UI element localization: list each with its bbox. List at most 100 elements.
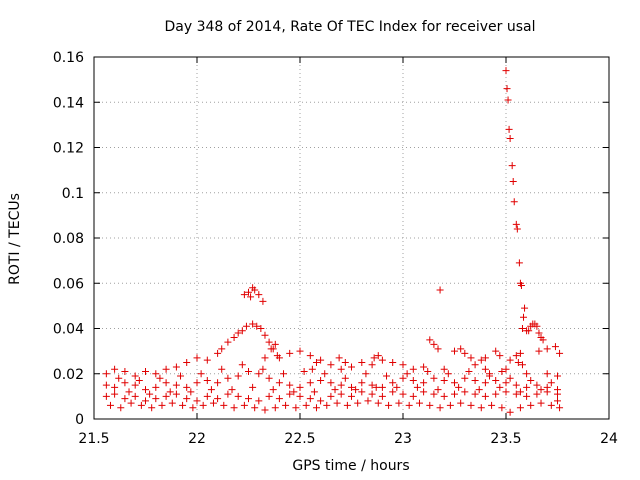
data-point bbox=[162, 365, 170, 373]
data-point bbox=[115, 374, 123, 382]
data-point bbox=[259, 365, 267, 373]
data-point bbox=[451, 390, 458, 398]
data-point bbox=[197, 370, 205, 378]
data-point bbox=[481, 354, 489, 362]
data-point bbox=[385, 401, 393, 409]
data-point bbox=[477, 404, 485, 412]
data-point bbox=[183, 383, 191, 391]
data-point bbox=[343, 401, 351, 409]
data-point bbox=[312, 358, 320, 366]
data-point bbox=[409, 377, 417, 385]
data-point bbox=[302, 401, 310, 409]
data-point bbox=[337, 365, 345, 373]
data-point bbox=[261, 406, 269, 414]
data-point bbox=[533, 322, 541, 330]
data-point bbox=[331, 386, 339, 394]
data-point bbox=[189, 404, 197, 412]
data-points bbox=[102, 67, 564, 416]
data-point bbox=[177, 372, 185, 380]
data-point bbox=[168, 399, 176, 407]
data-point bbox=[214, 349, 222, 357]
data-point bbox=[378, 356, 386, 364]
data-point bbox=[504, 96, 512, 104]
data-point bbox=[457, 399, 465, 407]
data-point bbox=[255, 370, 263, 378]
data-point bbox=[506, 408, 514, 416]
data-point bbox=[399, 374, 407, 382]
y-tick-label: 0.04 bbox=[53, 322, 84, 338]
data-point bbox=[162, 379, 170, 387]
data-point bbox=[296, 392, 304, 400]
data-point bbox=[516, 349, 524, 357]
data-point bbox=[247, 293, 255, 301]
data-point bbox=[440, 392, 448, 400]
data-point bbox=[245, 288, 252, 296]
data-point bbox=[125, 388, 133, 396]
data-point bbox=[434, 386, 442, 394]
data-point bbox=[245, 395, 252, 403]
data-point bbox=[335, 354, 343, 362]
data-point bbox=[467, 401, 475, 409]
data-point bbox=[218, 365, 226, 373]
data-point bbox=[251, 404, 259, 412]
data-point bbox=[554, 390, 561, 398]
data-point bbox=[481, 365, 489, 373]
data-point bbox=[306, 395, 314, 403]
data-point bbox=[253, 322, 261, 330]
data-point bbox=[434, 345, 442, 353]
data-point bbox=[543, 370, 551, 378]
data-point bbox=[424, 367, 432, 375]
data-point bbox=[498, 367, 506, 375]
data-point bbox=[193, 379, 201, 387]
data-point bbox=[547, 379, 555, 387]
data-point bbox=[475, 386, 483, 394]
data-point bbox=[502, 379, 510, 387]
plot-frame bbox=[93, 56, 610, 420]
data-point bbox=[199, 401, 207, 409]
data-point bbox=[317, 356, 325, 364]
data-point bbox=[111, 365, 119, 373]
data-point bbox=[327, 392, 335, 400]
chart-title: Day 348 of 2014, Rate Of TEC Index for r… bbox=[164, 19, 535, 35]
data-point bbox=[430, 340, 438, 348]
data-point bbox=[317, 397, 325, 405]
data-point bbox=[533, 390, 541, 398]
data-point bbox=[280, 370, 288, 378]
data-point bbox=[471, 377, 479, 385]
data-point bbox=[214, 379, 222, 387]
data-point bbox=[364, 397, 372, 405]
data-point bbox=[265, 338, 273, 346]
data-point bbox=[389, 358, 397, 366]
data-point bbox=[292, 404, 300, 412]
data-point bbox=[158, 401, 166, 409]
data-point bbox=[521, 304, 529, 312]
data-point bbox=[306, 352, 314, 360]
y-tick-label: 0.08 bbox=[53, 231, 84, 247]
data-point bbox=[321, 370, 329, 378]
data-point bbox=[228, 386, 236, 394]
data-point bbox=[230, 334, 238, 342]
data-point bbox=[296, 383, 304, 391]
data-point bbox=[238, 327, 246, 335]
data-point bbox=[286, 390, 294, 398]
data-point bbox=[275, 379, 283, 387]
data-point bbox=[514, 358, 522, 366]
data-point bbox=[457, 345, 465, 353]
data-point bbox=[543, 388, 551, 396]
data-point bbox=[446, 401, 454, 409]
data-point bbox=[492, 377, 500, 385]
data-point bbox=[395, 399, 403, 407]
x-tick-labels: 21.5 22 22.5 23 23.5 24 bbox=[78, 431, 618, 447]
data-point bbox=[261, 331, 269, 339]
data-point bbox=[218, 345, 226, 353]
data-point bbox=[142, 397, 149, 405]
data-point bbox=[275, 395, 283, 403]
data-point bbox=[378, 383, 386, 391]
data-point bbox=[337, 390, 345, 398]
data-point bbox=[368, 361, 376, 369]
data-point bbox=[513, 225, 521, 233]
data-point bbox=[368, 390, 376, 398]
data-point bbox=[265, 374, 273, 382]
data-point bbox=[430, 390, 438, 398]
